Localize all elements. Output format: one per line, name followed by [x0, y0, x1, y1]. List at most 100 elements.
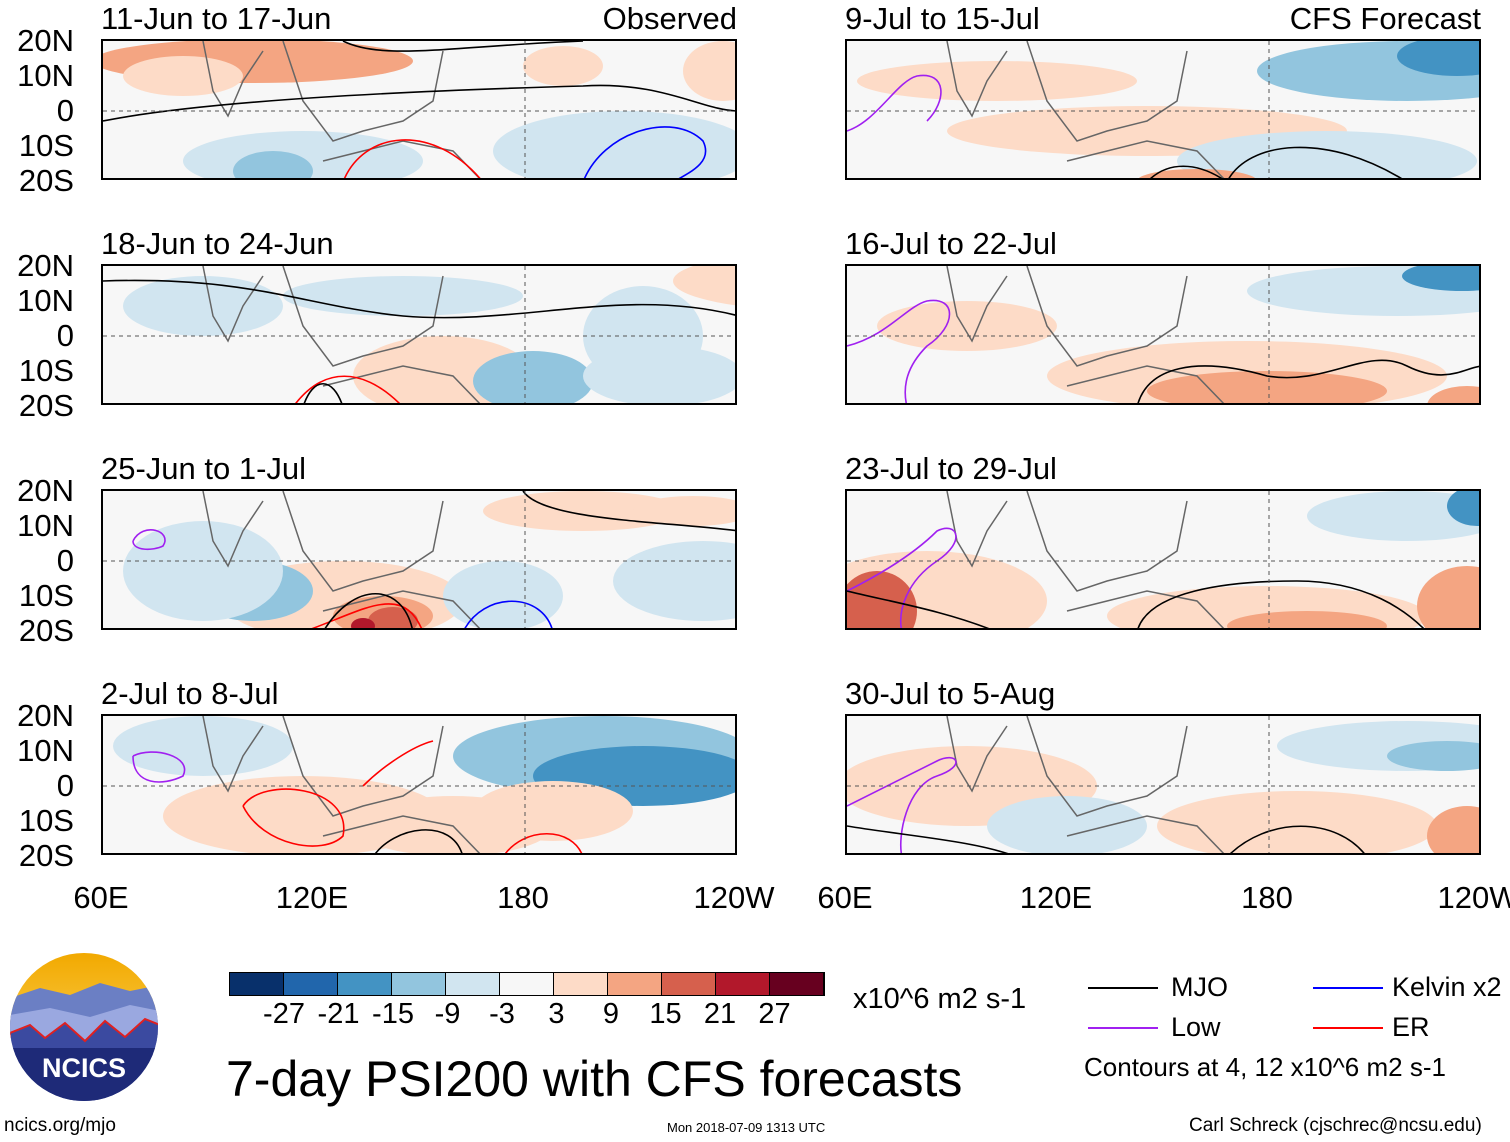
contour-line — [311, 603, 422, 628]
lon-label: 120E — [275, 880, 349, 915]
colorbar-swatch — [554, 973, 608, 995]
legend-label-low: Low — [1171, 1012, 1221, 1042]
anomaly-blob — [1417, 566, 1479, 628]
anomaly-blob — [1397, 41, 1479, 76]
footer-url[interactable]: ncics.org/mjo — [4, 1115, 116, 1136]
contour-line — [342, 41, 584, 52]
colorbar-label: 15 — [649, 998, 682, 1030]
panel-title: 18-Jun to 24-Jun — [101, 226, 334, 261]
contour-line — [362, 740, 434, 787]
coastline — [1066, 590, 1225, 628]
colorbar-label: -3 — [489, 998, 515, 1030]
anomaly-blob — [123, 521, 283, 621]
colorbar-label: -9 — [434, 998, 461, 1030]
lat-label: 10N — [17, 58, 74, 93]
colorbar-swatch — [608, 973, 662, 995]
anomaly-field — [847, 491, 1479, 628]
contour-line — [847, 590, 990, 628]
lon-label: 60E — [817, 880, 873, 915]
legend-label-mjo: MJO — [1171, 972, 1228, 1002]
coastline — [282, 266, 444, 367]
coastline — [946, 491, 1008, 568]
lat-label: 20S — [18, 163, 74, 198]
anomaly-blob — [1157, 791, 1437, 853]
coastline — [1066, 140, 1225, 178]
coastline — [202, 491, 264, 568]
legend-line-mjo — [1088, 987, 1158, 989]
anomaly-blob — [1227, 611, 1387, 628]
legend-label-er: ER — [1392, 1012, 1430, 1042]
lat-label: 10N — [17, 733, 74, 768]
anomaly-blob — [283, 276, 523, 316]
anomaly-blob — [233, 151, 313, 178]
anomaly-field — [103, 266, 735, 403]
colorbar-swatch — [230, 973, 284, 995]
lat-label: 0 — [56, 768, 74, 803]
contour-line — [464, 600, 553, 628]
coastline — [282, 491, 444, 592]
colorbar-swatch — [446, 973, 500, 995]
panel-title: 16-Jul to 22-Jul — [845, 226, 1057, 261]
lat-label: 20S — [18, 613, 74, 648]
anomaly-field — [847, 716, 1479, 853]
anomaly-blob — [583, 346, 735, 403]
coastline — [282, 41, 444, 142]
coastline — [1026, 41, 1188, 142]
contour-line — [505, 833, 582, 853]
legend-line-er — [1313, 1027, 1383, 1029]
lat-label: 20N — [17, 473, 74, 508]
colorbar-label: 21 — [703, 998, 737, 1030]
lon-label: 120W — [693, 880, 775, 915]
legend-label-kelvin: Kelvin x2 — [1392, 972, 1502, 1002]
anomaly-field — [103, 41, 735, 178]
panel-title: 23-Jul to 29-Jul — [845, 451, 1057, 486]
contour-line — [1150, 165, 1223, 178]
anomaly-blob — [1138, 169, 1256, 178]
colorbar-swatch — [770, 973, 824, 995]
anomaly-blob — [1147, 371, 1387, 403]
contour-line — [1230, 825, 1365, 853]
contour-note: Contours at 4, 12 x10^6 m2 s-1 — [1084, 1052, 1446, 1082]
anomaly-blob — [877, 301, 1057, 351]
map-panel — [845, 489, 1481, 630]
figure-title: 7-day PSI200 with CFS forecasts — [226, 1051, 963, 1107]
contour-line — [1137, 580, 1425, 628]
anomaly-blob — [633, 496, 735, 526]
coastline — [946, 716, 1008, 793]
legend-line-low — [1088, 1027, 1158, 1029]
contour-line — [324, 593, 413, 628]
contour-line — [584, 126, 707, 178]
anomaly-field — [103, 491, 735, 628]
anomaly-blob — [473, 781, 633, 841]
coastline — [282, 716, 444, 817]
lon-label: 180 — [497, 880, 549, 915]
anomaly-blob — [493, 111, 735, 178]
contour-line — [132, 751, 186, 783]
lat-label: 20N — [17, 698, 74, 733]
anomaly-blob — [1427, 386, 1479, 403]
anomaly-field — [847, 41, 1479, 178]
coastline — [1066, 365, 1225, 403]
coastline — [1026, 716, 1188, 817]
anomaly-blob — [683, 41, 735, 101]
colorbar — [229, 972, 825, 996]
colorbar-swatch — [662, 973, 716, 995]
panel-title: 30-Jul to 5-Aug — [845, 676, 1056, 711]
anomaly-blob — [1447, 491, 1479, 526]
coastline — [946, 266, 1008, 343]
lat-label: 0 — [56, 318, 74, 353]
colorbar-label: -21 — [317, 998, 360, 1030]
coastline — [202, 266, 264, 343]
anomaly-blob — [1177, 131, 1477, 178]
anomaly-field — [103, 716, 735, 853]
contour-line — [375, 829, 463, 853]
coastline — [202, 41, 264, 118]
anomaly-blob — [1307, 491, 1479, 541]
contour-line — [103, 84, 735, 122]
anomaly-blob — [987, 796, 1147, 853]
map-panel — [101, 264, 737, 405]
panel-title: 11-Jun to 17-Jun — [101, 1, 332, 36]
lat-label: 10N — [17, 283, 74, 318]
anomaly-blob — [613, 541, 735, 621]
coastline — [1066, 815, 1225, 853]
